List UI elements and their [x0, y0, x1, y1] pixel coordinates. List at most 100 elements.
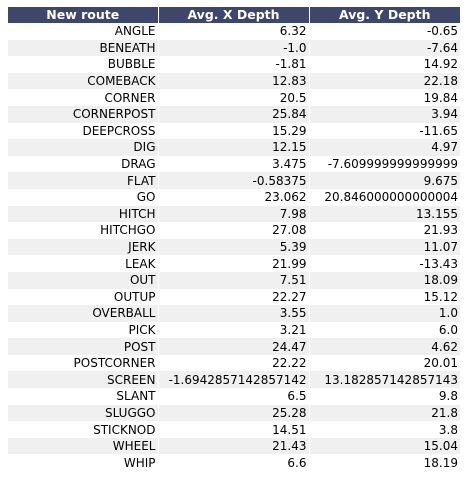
cell-avg-x-depth: 15.29	[158, 122, 310, 140]
table-row: COMEBACK 12.83 22.18	[8, 72, 460, 90]
table-row: DIG 12.15 4.97	[8, 139, 460, 156]
cell-avg-y-depth: 13.182857142857143	[324, 372, 458, 387]
cell-avg-x-depth: 25.84	[158, 105, 310, 123]
table-row: DRAG 3.475 -7.609999999999999	[8, 155, 460, 173]
table-row: POST 24.47 4.62	[8, 338, 460, 355]
cell-avg-x-depth: 12.83	[158, 72, 310, 90]
cell-avg-x-depth: 21.43	[158, 437, 310, 455]
cell-avg-x-depth: 21.99	[158, 255, 310, 272]
table-row: JERK 5.39 11.07	[8, 238, 460, 256]
cell-avg-y-depth: 4.97	[431, 140, 458, 155]
cell-route: POST	[8, 338, 159, 355]
cell-route: OUTUP	[8, 288, 159, 306]
cell-avg-x-depth: 3.55	[158, 305, 310, 322]
table-row: ANGLE 6.32 -0.65	[8, 23, 460, 40]
cell-avg-x-depth: 6.6	[158, 454, 310, 472]
cell-avg-y-depth: 20.01	[423, 356, 458, 371]
table-row: OVERBALL 3.55 1.0	[8, 305, 460, 322]
table-row: OUT 7.51 18.09	[8, 271, 460, 289]
cell-route: CORNER	[8, 89, 159, 106]
cell-route: SLANT	[8, 388, 159, 405]
table-row: STICKNOD 14.51 3.8	[8, 421, 460, 438]
cell-avg-x-depth: 23.062	[158, 188, 310, 206]
cell-avg-x-depth: -0.58375	[158, 172, 310, 189]
cell-avg-y-depth: 15.04	[423, 439, 458, 454]
cell-route: STICKNOD	[8, 421, 159, 438]
cell-route: DIG	[8, 139, 159, 156]
table-row: WHEEL 21.43 15.04	[8, 437, 460, 455]
cell-route: SCREEN	[8, 371, 159, 389]
cell-avg-y-depth: 15.12	[423, 289, 458, 304]
cell-route: ANGLE	[8, 23, 159, 40]
cell-avg-x-depth: -1.6942857142857142	[158, 371, 310, 389]
table-row: WHIP 6.6 18.19	[8, 454, 460, 472]
header-avg-y-depth: Avg. Y Depth	[309, 7, 460, 23]
routes-table-container: New route Avg. X Depth Avg. Y Depth ANGL…	[8, 7, 460, 472]
table-row: SLUGGO 25.28 21.8	[8, 404, 460, 422]
cell-route: DEEPCROSS	[8, 122, 159, 140]
cell-avg-x-depth: 12.15	[158, 139, 310, 156]
table-row: GO 23.062 20.846000000000004	[8, 188, 460, 206]
cell-route: BENEATH	[8, 39, 159, 57]
cell-avg-x-depth: 25.28	[158, 404, 310, 422]
header-new-route: New route	[8, 7, 159, 23]
cell-avg-y-depth: -0.65	[426, 24, 458, 39]
cell-route: GO	[8, 188, 159, 206]
routes-table: New route Avg. X Depth Avg. Y Depth ANGL…	[8, 7, 460, 472]
cell-avg-y-depth: 19.84	[423, 90, 458, 105]
cell-avg-x-depth: 24.47	[158, 338, 310, 355]
cell-avg-x-depth: -1.81	[158, 56, 310, 73]
cell-avg-y-depth: 9.675	[423, 173, 458, 188]
cell-avg-x-depth: 14.51	[158, 421, 310, 438]
cell-route: HITCH	[8, 205, 159, 223]
cell-avg-x-depth: 3.21	[158, 321, 310, 339]
cell-route: BUBBLE	[8, 56, 159, 73]
table-row: CORNER 20.5 19.84	[8, 89, 460, 106]
cell-avg-x-depth: 20.5	[158, 89, 310, 106]
cell-avg-y-depth: 20.846000000000004	[324, 190, 458, 205]
table-row: HITCH 7.98 13.155	[8, 205, 460, 223]
cell-avg-x-depth: 27.08	[158, 222, 310, 239]
cell-route: WHIP	[8, 454, 159, 472]
cell-avg-x-depth: 7.51	[158, 271, 310, 289]
cell-avg-y-depth: -7.609999999999999	[327, 157, 458, 172]
cell-avg-y-depth: -7.64	[426, 40, 458, 55]
cell-avg-x-depth: 7.98	[158, 205, 310, 223]
cell-route: DRAG	[8, 155, 159, 173]
cell-avg-x-depth: 6.32	[158, 23, 310, 40]
table-row: CORNERPOST 25.84 3.94	[8, 105, 460, 123]
cell-avg-y-depth: 21.8	[431, 405, 458, 420]
table-row: OUTUP 22.27 15.12	[8, 288, 460, 306]
cell-avg-x-depth: 5.39	[158, 238, 310, 256]
cell-avg-y-depth: 13.155	[416, 206, 458, 221]
cell-route: FLAT	[8, 172, 159, 189]
cell-avg-y-depth: -13.43	[419, 256, 458, 271]
table-row: BUBBLE -1.81 14.92	[8, 56, 460, 73]
cell-route: WHEEL	[8, 437, 159, 455]
table-row: FLAT -0.58375 9.675	[8, 172, 460, 189]
header-avg-x-depth: Avg. X Depth	[158, 7, 310, 23]
table-body: ANGLE 6.32 -0.65 BENEATH -1.0 -7.64 BUBBLE -1.8…	[8, 23, 460, 472]
table-header: New route Avg. X Depth Avg. Y Depth	[8, 7, 460, 23]
cell-avg-y-depth: 22.18	[423, 74, 458, 89]
cell-route: SLUGGO	[8, 404, 159, 422]
table-row: SLANT 6.5 9.8	[8, 388, 460, 405]
cell-route: POSTCORNER	[8, 354, 159, 372]
cell-avg-y-depth: 21.93	[423, 223, 458, 238]
cell-route: PICK	[8, 321, 159, 339]
cell-avg-y-depth: 6.0	[438, 322, 458, 337]
table-row: HITCHGO 27.08 21.93	[8, 222, 460, 239]
cell-avg-y-depth: 9.8	[438, 389, 458, 404]
cell-avg-x-depth: 22.22	[158, 354, 310, 372]
cell-route: COMEBACK	[8, 72, 159, 90]
cell-avg-y-depth: 11.07	[423, 240, 458, 255]
table-row: POSTCORNER 22.22 20.01	[8, 354, 460, 372]
cell-avg-y-depth: 3.8	[438, 422, 458, 437]
cell-avg-x-depth: 6.5	[158, 388, 310, 405]
table-row: SCREEN -1.6942857142857142 13.182857142857…	[8, 371, 460, 389]
cell-route: JERK	[8, 238, 159, 256]
table-row: PICK 3.21 6.0	[8, 321, 460, 339]
cell-avg-x-depth: 3.475	[158, 155, 310, 173]
table-row: LEAK 21.99 -13.43	[8, 255, 460, 272]
table-row: BENEATH -1.0 -7.64	[8, 39, 460, 57]
